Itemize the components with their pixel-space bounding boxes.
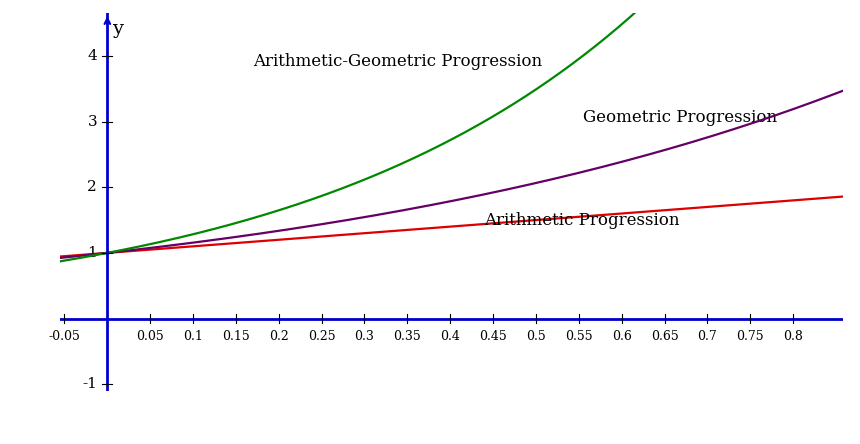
Text: 0.75: 0.75: [736, 330, 764, 343]
Text: 0.55: 0.55: [565, 330, 593, 343]
Text: 0.1: 0.1: [183, 330, 203, 343]
Text: 0.45: 0.45: [479, 330, 507, 343]
Text: 0.05: 0.05: [137, 330, 164, 343]
Text: Geometric Progression: Geometric Progression: [583, 109, 777, 126]
Text: y: y: [112, 20, 123, 38]
Text: Arithmetic-Geometric Progression: Arithmetic-Geometric Progression: [253, 53, 542, 70]
Text: Arithmetic Progression: Arithmetic Progression: [484, 212, 680, 229]
Text: 4: 4: [88, 49, 97, 63]
Text: 0.15: 0.15: [222, 330, 249, 343]
Text: 0.5: 0.5: [526, 330, 546, 343]
Text: 2: 2: [88, 180, 97, 194]
Text: 0.2: 0.2: [269, 330, 289, 343]
Text: -1: -1: [83, 377, 97, 391]
Text: 1: 1: [88, 246, 97, 260]
Text: 0.7: 0.7: [697, 330, 717, 343]
Text: 0.4: 0.4: [440, 330, 460, 343]
Text: 3: 3: [88, 115, 97, 129]
Text: 0.35: 0.35: [394, 330, 421, 343]
Text: 0.3: 0.3: [354, 330, 374, 343]
Text: 0.6: 0.6: [611, 330, 631, 343]
Text: 0.8: 0.8: [783, 330, 803, 343]
Text: -0.05: -0.05: [48, 330, 81, 343]
Text: 0.65: 0.65: [651, 330, 679, 343]
Text: 0.25: 0.25: [308, 330, 335, 343]
